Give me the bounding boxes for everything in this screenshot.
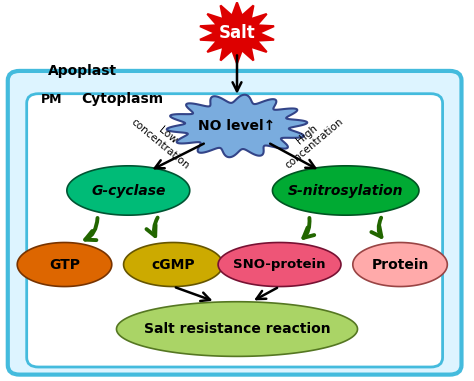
FancyBboxPatch shape bbox=[8, 71, 462, 375]
Text: NO level↑: NO level↑ bbox=[199, 119, 275, 133]
FancyBboxPatch shape bbox=[27, 94, 443, 367]
Text: Apoplast: Apoplast bbox=[48, 64, 117, 78]
Text: Low
concentration: Low concentration bbox=[129, 108, 199, 171]
Polygon shape bbox=[273, 166, 419, 215]
Text: cGMP: cGMP bbox=[151, 258, 195, 272]
Polygon shape bbox=[353, 243, 447, 287]
Text: S-nitrosylation: S-nitrosylation bbox=[288, 184, 403, 197]
Text: SNO-protein: SNO-protein bbox=[233, 258, 326, 271]
Polygon shape bbox=[17, 243, 112, 287]
Text: Salt: Salt bbox=[219, 24, 255, 42]
Polygon shape bbox=[67, 166, 190, 215]
Polygon shape bbox=[124, 243, 223, 287]
Polygon shape bbox=[218, 243, 341, 287]
Text: GTP: GTP bbox=[49, 258, 80, 272]
Text: PM: PM bbox=[41, 93, 63, 106]
Text: High
concentration: High concentration bbox=[275, 108, 345, 171]
Text: Cytoplasm: Cytoplasm bbox=[81, 92, 163, 106]
Polygon shape bbox=[117, 302, 357, 356]
Text: Salt resistance reaction: Salt resistance reaction bbox=[144, 322, 330, 336]
Polygon shape bbox=[167, 95, 307, 157]
Polygon shape bbox=[200, 2, 274, 64]
Text: G-cyclase: G-cyclase bbox=[91, 184, 165, 197]
Text: Protein: Protein bbox=[371, 258, 429, 272]
